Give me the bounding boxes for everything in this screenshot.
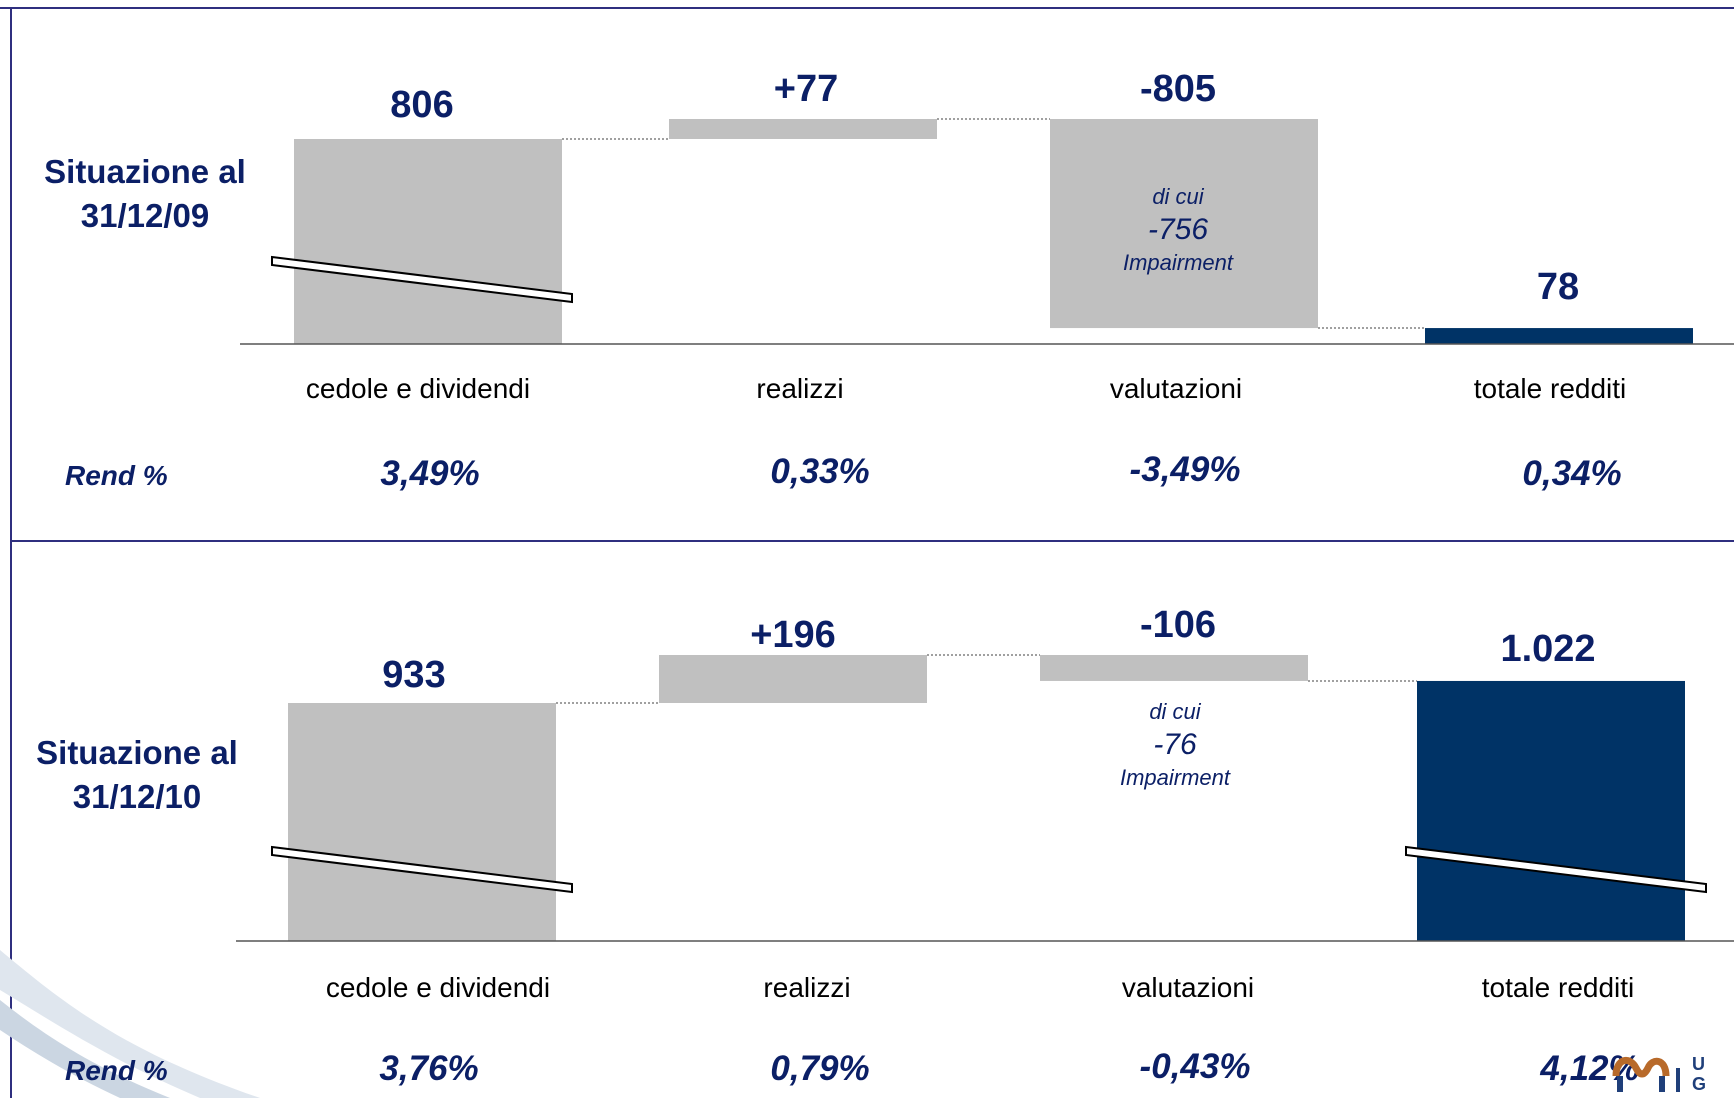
- panel2-note-line1: di cui: [1149, 699, 1201, 724]
- panel1-rend-label: Rend %: [65, 460, 168, 491]
- panel1-impairment-note: di cui -756 Impairment: [1068, 182, 1288, 278]
- panel2-title-line1: Situazione al: [36, 734, 238, 771]
- frame-top-border: [0, 7, 1734, 9]
- panel1-rend-cedole: 3,49%: [380, 454, 480, 493]
- panel-divider: [10, 540, 1734, 542]
- panel1-bar-valutazioni: [1050, 119, 1318, 329]
- panel1-axis-break-1: [271, 255, 573, 304]
- panel2-category-cedole: cedole e dividendi: [325, 972, 551, 1003]
- panel1-note-line2: -756: [1147, 213, 1209, 246]
- panel2-value-label-cedole: 933: [382, 654, 446, 696]
- frame-left-border: [10, 7, 12, 1098]
- panel1-rend-totale: 0,34%: [1522, 454, 1622, 493]
- panel2-category-realizzi: realizzi: [763, 972, 851, 1003]
- panel1-value-label-cedole: 806: [390, 84, 454, 126]
- panel2-title-line2: 31/12/10: [72, 778, 202, 815]
- panel2-bar-valutazioni: [1040, 654, 1308, 681]
- panel2-value-label-valutazioni: -106: [1139, 604, 1217, 646]
- logo-letter-u: U: [1692, 1054, 1705, 1074]
- panel2-category-valutazioni: valutazioni: [1121, 972, 1255, 1003]
- panel1-value-label-totale: 78: [1536, 266, 1580, 308]
- panel2-bar-realizzi: [659, 654, 927, 703]
- panel1-category-realizzi: realizzi: [756, 373, 844, 404]
- panel2-impairment-note: di cui -76 Impairment: [1065, 697, 1285, 793]
- panel1-bar-totale-redditi: [1425, 328, 1693, 344]
- panel2-note-line2: -76: [1153, 728, 1197, 761]
- panel2-bar-totale-redditi: [1417, 680, 1685, 941]
- panel1-note-line1: di cui: [1152, 184, 1204, 209]
- panel1-category-totale: totale redditi: [1473, 373, 1627, 404]
- panel2-value-label-realizzi: +196: [750, 614, 836, 656]
- panel1-bar-realizzi: [669, 119, 937, 139]
- panel1-category-cedole: cedole e dividendi: [305, 373, 531, 404]
- logo-letter-g: G: [1692, 1074, 1706, 1094]
- panel1-value-label-valutazioni: -805: [1139, 68, 1217, 110]
- panel2-rend-cedole: 3,76%: [379, 1049, 479, 1088]
- decorative-swoosh: [0, 950, 260, 1098]
- panel1-value-label-realizzi: +77: [773, 68, 839, 110]
- panel1-title: Situazione al 31/12/09: [20, 150, 270, 238]
- panel2-bar-cedole-e-dividendi: [288, 703, 556, 941]
- panel1-rend-realizzi: 0,33%: [770, 452, 870, 491]
- panel1-category-valutazioni: valutazioni: [1109, 373, 1243, 404]
- panel2-rend-realizzi: 0,79%: [770, 1049, 870, 1088]
- panel1-title-line2: 31/12/09: [80, 197, 210, 234]
- panel2-note-line3: Impairment: [1119, 765, 1231, 790]
- panel2-axis-break-1: [271, 845, 573, 894]
- panel1-rend-valutazioni: -3,49%: [1129, 450, 1241, 489]
- panel2-category-totale: totale redditi: [1481, 972, 1635, 1003]
- panel2-rend-label: Rend %: [65, 1055, 168, 1086]
- panel2-title: Situazione al 31/12/10: [12, 731, 262, 819]
- panel2-value-label-totale: 1.022: [1500, 628, 1596, 670]
- company-logo: U G: [1608, 1046, 1728, 1094]
- panel1-bar-cedole-e-dividendi: [294, 139, 562, 344]
- panel2-axis-break-2: [1405, 845, 1707, 894]
- panel1-note-line3: Impairment: [1122, 250, 1234, 275]
- panel2-rend-valutazioni: -0,43%: [1139, 1047, 1251, 1086]
- panel1-title-line1: Situazione al: [44, 153, 246, 190]
- panel2-rend-totale: 4,12%: [1540, 1049, 1640, 1088]
